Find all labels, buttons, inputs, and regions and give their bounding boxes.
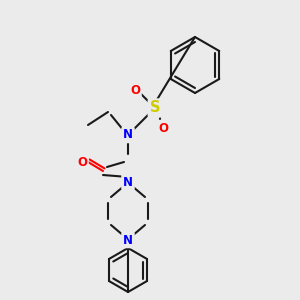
Text: O: O: [130, 83, 140, 97]
Text: N: N: [123, 176, 133, 188]
Text: S: S: [150, 100, 160, 116]
Text: O: O: [77, 155, 87, 169]
Text: N: N: [123, 128, 133, 142]
Text: N: N: [123, 233, 133, 247]
Text: O: O: [158, 122, 168, 134]
